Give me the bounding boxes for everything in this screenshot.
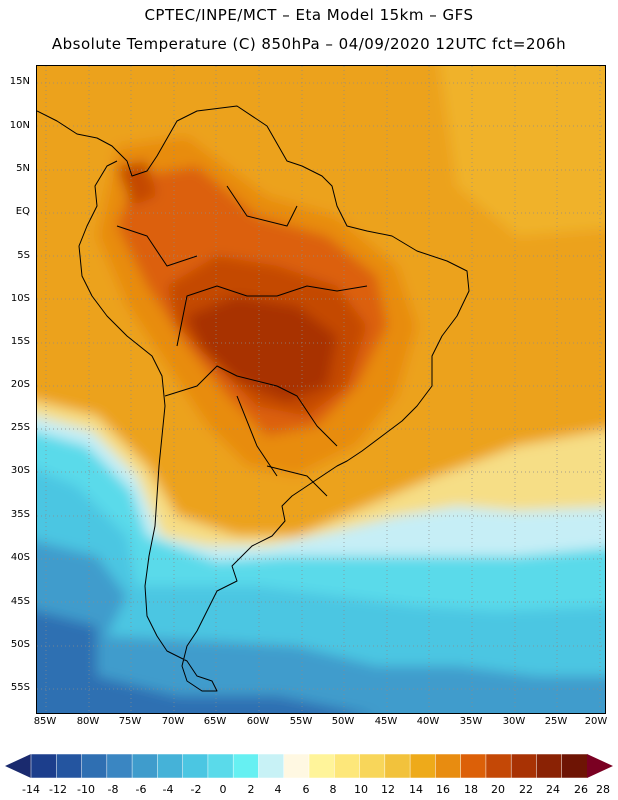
lat-label-5s: 5S: [17, 250, 30, 261]
lat-label-25s: 25S: [10, 422, 30, 433]
colorbar-label: 18: [464, 783, 478, 796]
colorbar-label: 12: [381, 783, 395, 796]
title-line-2: Absolute Temperature (C) 850hPa – 04/09/…: [51, 35, 567, 53]
temperature-field: [37, 66, 605, 713]
lon-label-50w: 50W: [331, 716, 355, 727]
lon-label-85w: 85W: [33, 716, 57, 727]
colorbar-cell: [536, 753, 563, 779]
colorbar-label: -10: [77, 783, 95, 796]
colorbar-label: -4: [162, 783, 174, 796]
lat-label-40s: 40S: [10, 552, 30, 563]
colorbar-low-arrow: [5, 754, 31, 778]
colorbar-cell: [485, 753, 512, 779]
lon-label-65w: 65W: [203, 716, 227, 727]
colorbar-label: 22: [519, 783, 533, 796]
colorbar-cell: [435, 753, 462, 779]
coastlines: [37, 105, 470, 692]
colorbar-cell: [460, 753, 487, 779]
colorbar-label: 0: [219, 783, 227, 796]
colorbar-cell: [510, 753, 538, 779]
colorbar-cell: [157, 753, 184, 779]
colorbar-cell: [207, 753, 234, 779]
colorbar-label: 24: [546, 783, 560, 796]
lat-label-10n: 10N: [9, 120, 30, 131]
colorbar: [5, 753, 613, 779]
lat-label-20s: 20S: [10, 379, 30, 390]
colorbar-label: 4: [274, 783, 282, 796]
colorbar-label: 26: [574, 783, 588, 796]
lat-label-55s: 55S: [10, 682, 30, 693]
lon-label-70w: 70W: [161, 716, 185, 727]
colorbar-cell: [409, 753, 437, 779]
colorbar-label: -14: [22, 783, 40, 796]
colorbar-cell: [56, 753, 83, 779]
colorbar-label: -2: [190, 783, 202, 796]
lat-label-5n: 5N: [16, 163, 30, 174]
lat-label-10s: 10S: [10, 293, 30, 304]
colorbar-cell: [359, 753, 386, 779]
lon-label-55w: 55W: [289, 716, 313, 727]
colorbar-cell: [131, 753, 159, 779]
lon-label-20w: 20W: [584, 716, 608, 727]
lon-label-80w: 80W: [76, 716, 100, 727]
lon-label-75w: 75W: [118, 716, 142, 727]
colorbar-cell: [30, 753, 58, 779]
colorbar-label: 28: [596, 783, 610, 796]
lon-label-30w: 30W: [502, 716, 526, 727]
map-canvas: [37, 66, 605, 713]
colorbar-label: -6: [135, 783, 147, 796]
colorbar-cells: [30, 753, 588, 779]
colorbar-cell: [308, 753, 336, 779]
colorbar-label: 20: [491, 783, 505, 796]
lon-label-25w: 25W: [544, 716, 568, 727]
title-line-1: CPTEC/INPE/MCT – Eta Model 15km – GFS: [144, 6, 474, 24]
colorbar-label: 6: [302, 783, 310, 796]
colorbar-label: 2: [247, 783, 255, 796]
lon-label-35w: 35W: [459, 716, 483, 727]
lat-label-eq: EQ: [15, 206, 30, 217]
colorbar-label: 16: [436, 783, 450, 796]
lat-label-45s: 45S: [10, 596, 30, 607]
colorbar-cell: [334, 753, 361, 779]
lon-label-40w: 40W: [416, 716, 440, 727]
lat-label-35s: 35S: [10, 509, 30, 520]
colorbar-cell: [81, 753, 108, 779]
colorbar-cell: [106, 753, 133, 779]
lon-label-60w: 60W: [246, 716, 270, 727]
colorbar-high-arrow: [587, 754, 613, 778]
colorbar-label: -8: [107, 783, 119, 796]
colorbar-cell: [182, 753, 209, 779]
lat-label-30s: 30S: [10, 465, 30, 476]
lat-label-15s: 15S: [10, 336, 30, 347]
lon-label-45w: 45W: [374, 716, 398, 727]
colorbar-cell: [561, 753, 588, 779]
colorbar-label: 10: [354, 783, 368, 796]
colorbar-label: 14: [409, 783, 423, 796]
colorbar-label: 8: [329, 783, 337, 796]
colorbar-label: -12: [49, 783, 67, 796]
lat-label-15n: 15N: [9, 76, 30, 87]
colorbar-cell: [283, 753, 310, 779]
lat-lon-grid: [37, 66, 605, 713]
colorbar-cell: [258, 753, 285, 779]
temperature-map: [36, 65, 606, 714]
lat-label-50s: 50S: [10, 639, 30, 650]
colorbar-cell: [232, 753, 260, 779]
colorbar-cell: [384, 753, 411, 779]
